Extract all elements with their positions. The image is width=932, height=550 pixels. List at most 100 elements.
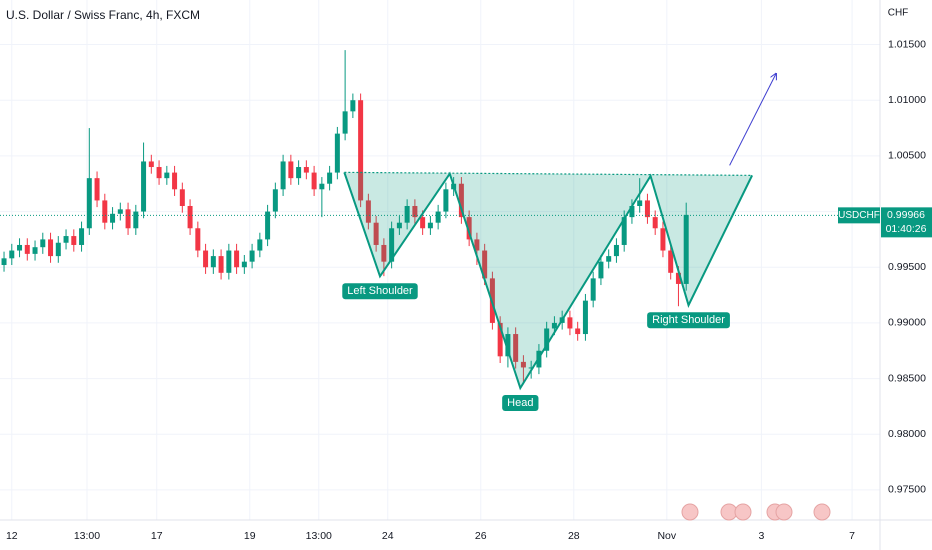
candle-body: [420, 217, 426, 229]
candle-body: [342, 111, 348, 134]
pattern-area: [344, 172, 753, 389]
candle-body: [288, 161, 294, 179]
y-tick-label: 0.98000: [888, 428, 926, 440]
candle-body: [644, 200, 650, 218]
candle-body: [668, 250, 674, 273]
grid: [0, 0, 880, 520]
pattern-label-bg: [647, 312, 730, 329]
last-price-box: [881, 207, 932, 238]
candle-body: [9, 250, 15, 259]
symbol-label: USDCHF: [838, 210, 880, 221]
projection-arrow: [729, 73, 777, 166]
candle-body: [389, 228, 395, 262]
candle-body: [257, 239, 263, 251]
currency-label: CHF: [888, 8, 909, 19]
candle-body: [156, 167, 162, 179]
event-icons: [681, 503, 831, 521]
candle-body: [334, 133, 340, 173]
candle-body: [319, 183, 325, 190]
candle-body: [1, 258, 7, 266]
x-tick-label: 3: [758, 530, 764, 542]
candle-body: [482, 250, 488, 279]
candle-body: [63, 236, 69, 243]
x-tick-label: 7: [849, 530, 855, 542]
candle-body: [412, 205, 418, 218]
candle-body: [203, 250, 209, 268]
pattern-label: Right Shoulder: [652, 314, 725, 326]
candle-body: [226, 250, 232, 273]
candle-body: [94, 178, 100, 201]
candle-body: [358, 100, 364, 201]
countdown-label: 01:40:26: [886, 223, 927, 235]
candle-body: [513, 334, 519, 362]
candle-body: [187, 205, 193, 229]
candle-body: [598, 261, 604, 279]
y-tick-label: 1.00500: [888, 150, 926, 162]
candle-body: [148, 161, 154, 168]
candle-body: [133, 211, 139, 229]
candle-body: [48, 239, 54, 257]
candle-body: [280, 161, 286, 190]
candle-body: [272, 189, 278, 212]
candle-body: [505, 334, 511, 357]
candle-body: [381, 244, 387, 262]
candle-body: [195, 228, 201, 251]
candle-body: [528, 367, 534, 369]
candle-body: [621, 217, 627, 245]
x-tick-label: 19: [244, 530, 256, 542]
candle-body: [637, 200, 643, 206]
candle-body: [311, 172, 317, 190]
candle-body: [520, 361, 526, 368]
x-tick-label: 12: [6, 530, 18, 542]
candle-body: [303, 167, 309, 173]
y-tick-label: 0.99000: [888, 317, 926, 329]
y-tick-label: 0.99500: [888, 261, 926, 273]
candle-body: [629, 205, 635, 218]
candle-body: [218, 256, 224, 273]
x-tick-label: 26: [475, 530, 487, 542]
candle-body: [443, 189, 449, 212]
candle-body: [396, 222, 402, 229]
candle-body: [296, 167, 302, 179]
candle-body: [675, 272, 681, 284]
pattern-label: Head: [507, 397, 533, 409]
candle-body: [606, 256, 612, 262]
candle-body: [474, 239, 480, 251]
y-tick-label: 1.01500: [888, 38, 926, 50]
x-tick-label: 13:00: [306, 530, 332, 542]
plot: Left Shoulder Head Right Shoulder: [0, 50, 880, 412]
candle-body: [55, 242, 61, 257]
x-tick-label: 13:00: [74, 530, 100, 542]
symbol-box: [838, 207, 880, 224]
candle-body: [234, 250, 240, 268]
y-tick-label: 0.97500: [888, 484, 926, 496]
candle-body: [32, 247, 38, 254]
candle-body: [164, 172, 170, 179]
candle-body: [241, 261, 247, 268]
candle-body: [141, 161, 147, 212]
candle-body: [86, 178, 92, 229]
candle-body: [365, 200, 371, 223]
candle-body: [110, 213, 116, 223]
x-tick-label: 17: [151, 530, 163, 542]
candle-body: [427, 222, 433, 229]
candle-body: [125, 209, 131, 229]
candle-body: [458, 183, 464, 218]
axes: 1.015001.010001.005001.000000.995000.990…: [6, 38, 932, 542]
candle-body: [210, 256, 216, 268]
pattern-label-bg: [502, 395, 539, 412]
candle-body: [544, 328, 550, 351]
candle-body: [327, 172, 333, 184]
pattern-label-bg: [342, 283, 418, 300]
x-tick-label: 28: [568, 530, 580, 542]
candle-body: [613, 244, 619, 257]
candle-body: [466, 217, 472, 240]
candle-body: [172, 172, 178, 190]
candle-body: [102, 200, 108, 223]
candle-body: [40, 239, 46, 248]
y-tick-label: 0.98500: [888, 372, 926, 384]
chart-title: U.S. Dollar / Swiss Franc, 4h, FXCM: [6, 8, 200, 22]
candle-body: [117, 209, 123, 214]
candle-body: [652, 217, 658, 229]
